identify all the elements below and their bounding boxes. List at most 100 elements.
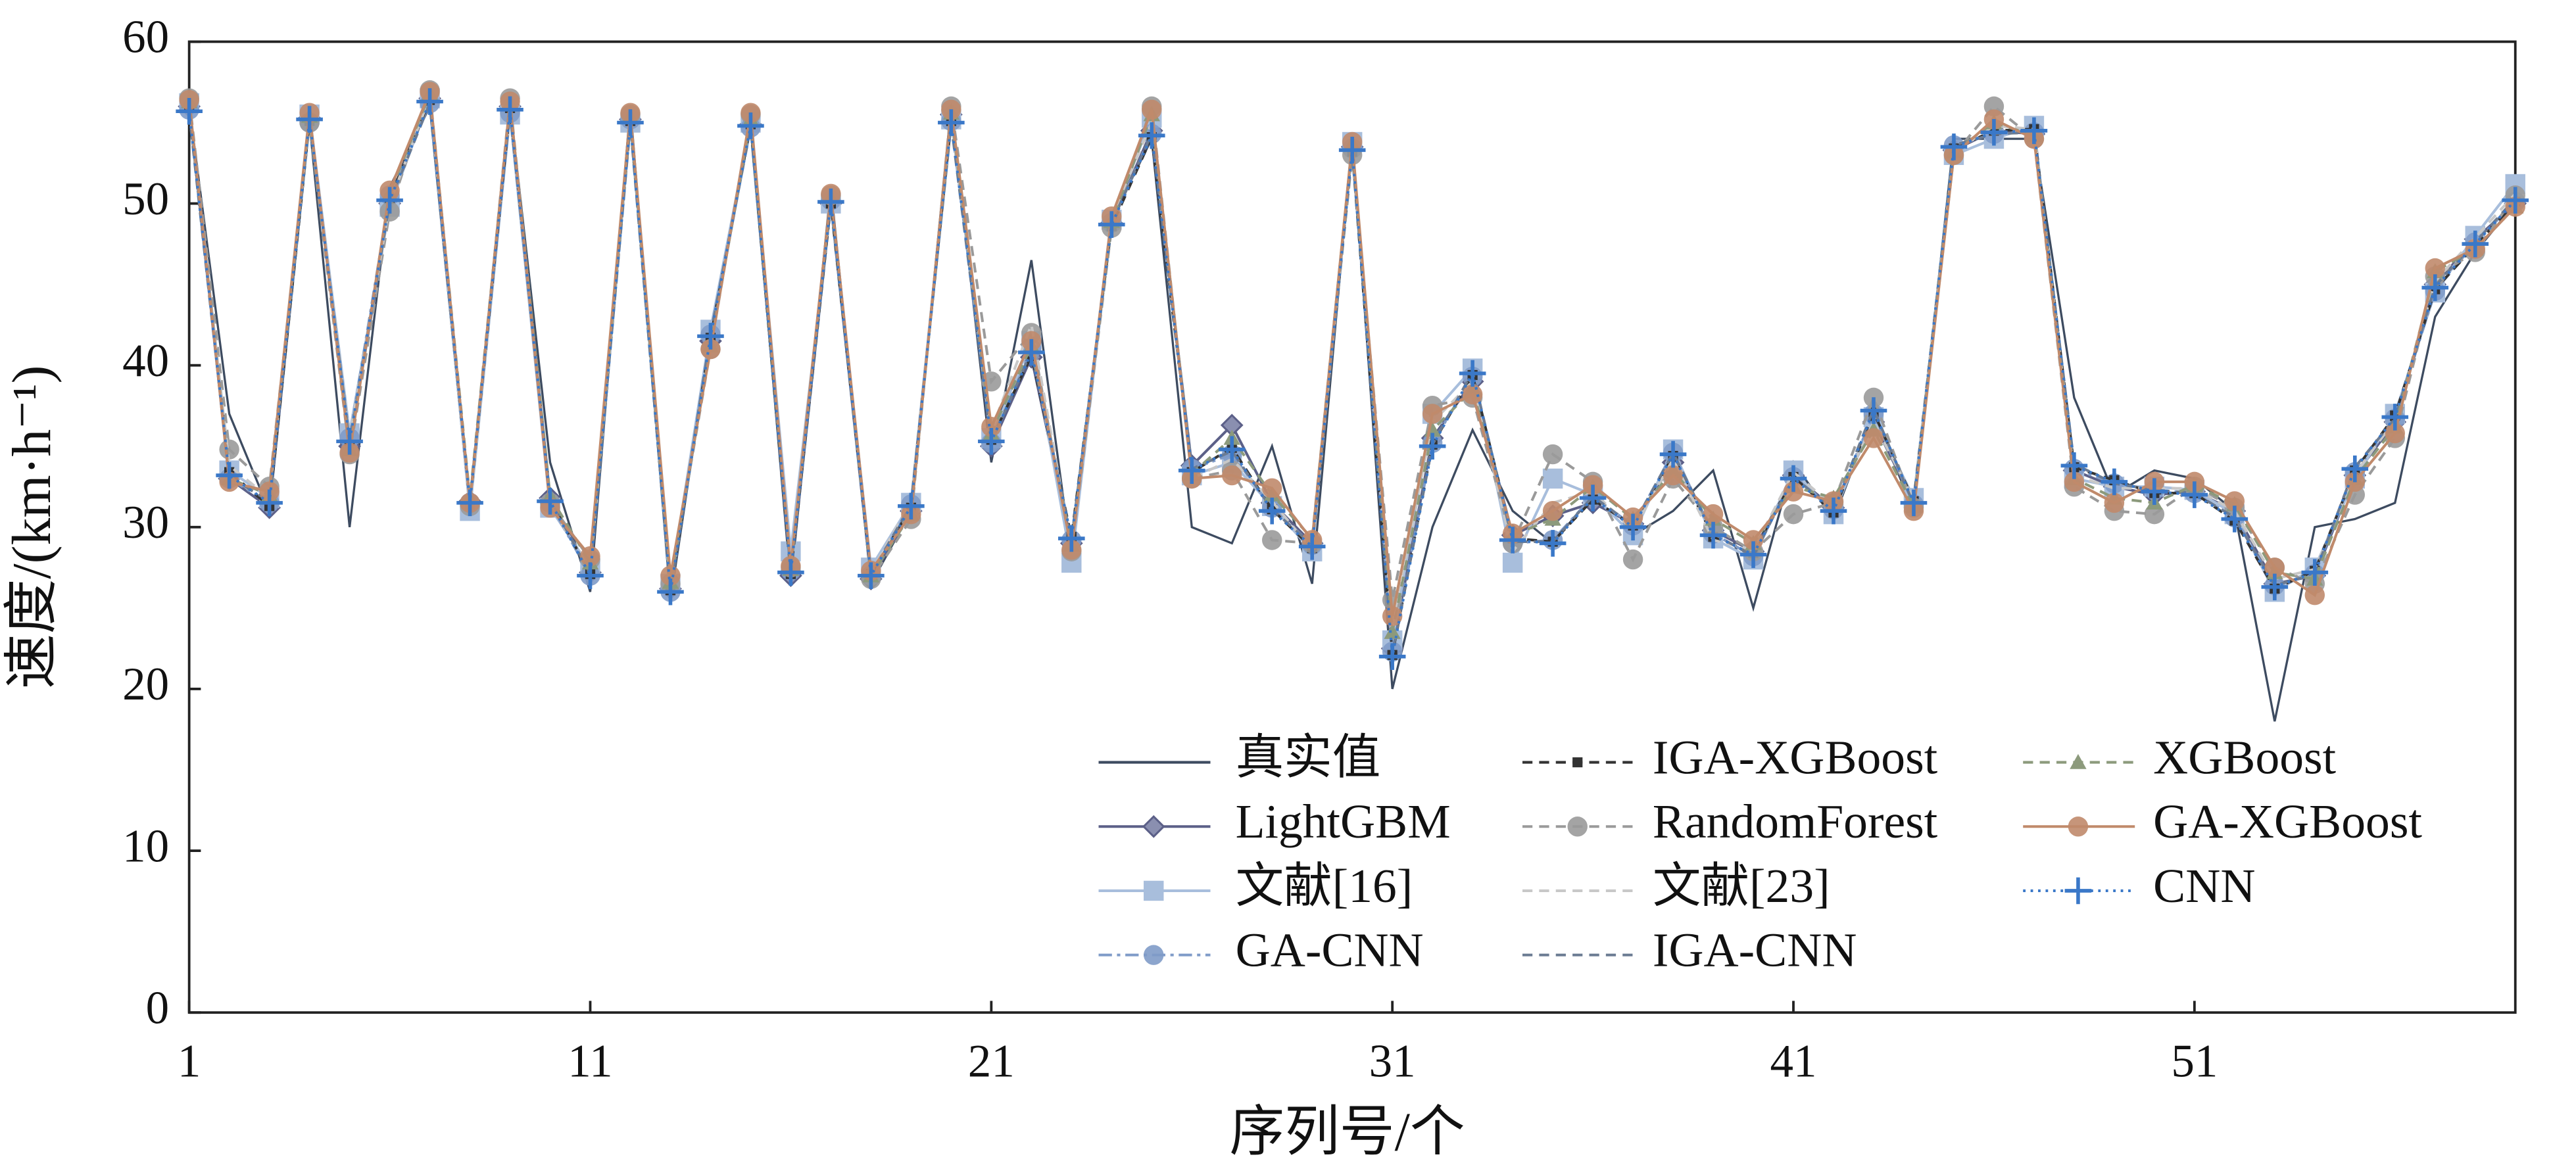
marker — [1459, 360, 1486, 387]
x-axis-label: 序列号/个 — [1230, 1102, 1465, 1161]
marker — [2181, 481, 2208, 508]
marker — [580, 546, 600, 567]
marker — [1218, 436, 1246, 463]
legend-label: RandomForest — [1653, 794, 1938, 848]
marker — [2261, 573, 2289, 601]
marker — [978, 428, 1005, 455]
marker — [1980, 118, 2008, 146]
marker — [1542, 500, 1563, 521]
marker — [2385, 423, 2405, 444]
marker — [577, 562, 604, 589]
marker — [1222, 465, 1242, 486]
marker — [981, 416, 1002, 437]
marker — [2341, 455, 2369, 483]
marker — [1703, 504, 1724, 525]
marker — [1382, 605, 1403, 627]
marker — [1663, 465, 1684, 486]
x-tick-label: 41 — [1770, 1036, 1816, 1087]
y-tick-label: 20 — [122, 659, 169, 710]
marker — [1142, 99, 1162, 120]
series-line — [188, 103, 2516, 722]
marker — [1261, 478, 1282, 498]
marker — [2462, 230, 2489, 258]
marker — [2064, 471, 2085, 492]
x-tick-label: 11 — [568, 1036, 612, 1087]
marker — [1419, 433, 1446, 460]
legend-marker — [2070, 753, 2087, 769]
y-tick-label: 0 — [146, 982, 170, 1033]
marker — [1542, 468, 1563, 489]
marker — [497, 96, 523, 124]
marker — [1499, 527, 1526, 554]
marker — [1863, 428, 1884, 448]
marker — [2060, 452, 2088, 479]
marker — [376, 187, 403, 214]
legend-label: 真实值 — [1236, 730, 1381, 784]
legend-marker — [2068, 817, 2089, 837]
y-tick-label: 60 — [122, 12, 169, 63]
marker — [858, 562, 885, 589]
marker — [697, 323, 724, 350]
marker — [1622, 549, 1643, 570]
marker — [1138, 122, 1165, 149]
marker — [2101, 468, 2128, 496]
marker — [1860, 397, 1887, 424]
legend-label: IGA-CNN — [1653, 923, 1857, 977]
marker — [2224, 491, 2245, 511]
marker — [2304, 584, 2325, 605]
marker — [2425, 258, 2445, 279]
legend-label: IGA-XGBoost — [1653, 730, 1938, 784]
marker — [1502, 552, 1523, 573]
marker — [1178, 457, 1205, 484]
marker — [1378, 643, 1406, 671]
marker — [1018, 339, 1045, 366]
y-tick-label: 40 — [122, 335, 169, 387]
marker — [817, 188, 844, 216]
marker — [296, 106, 323, 133]
marker — [537, 488, 564, 515]
marker — [1422, 404, 1443, 424]
legend-marker — [1144, 880, 1164, 901]
marker — [617, 109, 644, 136]
y-tick-label: 10 — [122, 820, 169, 872]
legend-marker — [1572, 757, 1583, 768]
marker — [1743, 530, 1764, 550]
marker — [2020, 117, 2048, 145]
marker — [1900, 489, 1928, 517]
marker — [1258, 497, 1286, 525]
marker — [2421, 274, 2449, 301]
marker — [1699, 521, 1727, 549]
legend-marker — [2064, 877, 2092, 905]
legend-marker — [1144, 945, 1164, 965]
x-tick-label: 51 — [2171, 1036, 2218, 1087]
marker — [1462, 384, 1483, 405]
marker — [1542, 444, 1563, 465]
marker — [777, 559, 804, 586]
marker — [1659, 440, 1687, 468]
marker — [898, 492, 925, 520]
marker — [456, 489, 483, 517]
series-line — [187, 101, 2517, 657]
marker — [416, 88, 443, 115]
y-tick-label: 30 — [122, 497, 169, 548]
legend-label: 文献[23] — [1653, 859, 1830, 912]
marker — [737, 112, 764, 139]
legend-label: XGBoost — [2153, 730, 2337, 784]
marker — [1820, 497, 1847, 525]
marker — [1579, 485, 1607, 511]
marker — [1539, 530, 1567, 557]
marker — [2221, 506, 2248, 533]
marker — [938, 109, 965, 136]
marker — [1384, 624, 1401, 639]
marker — [176, 97, 203, 125]
marker — [2104, 492, 2125, 513]
marker — [216, 462, 243, 489]
legend-label: 文献[16] — [1236, 859, 1413, 912]
legend-marker — [1142, 815, 1165, 838]
marker — [2502, 187, 2529, 214]
marker — [1298, 533, 1326, 560]
y-axis-label: 速度/(km·h⁻¹) — [1, 366, 62, 689]
marker — [256, 489, 283, 517]
marker — [657, 578, 684, 605]
